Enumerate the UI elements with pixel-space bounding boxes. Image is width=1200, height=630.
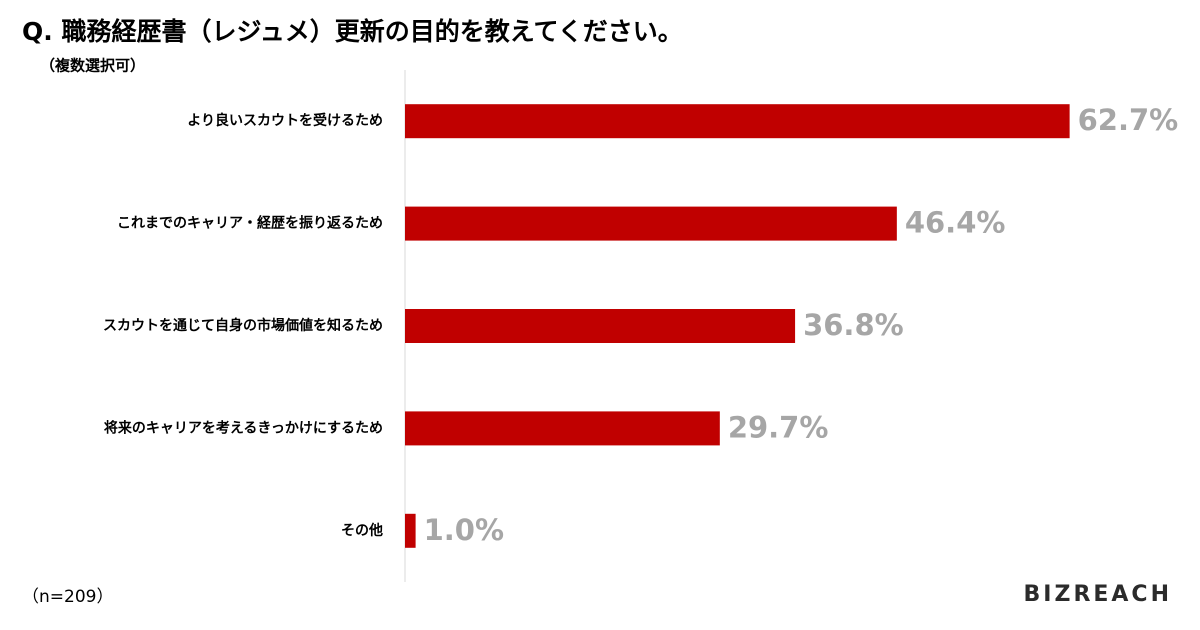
bar [405, 104, 1070, 139]
value-label: 36.8% [803, 308, 904, 342]
y-tick-label: より良いスカウトを受けるため [187, 112, 383, 129]
bar [405, 513, 416, 548]
bar [405, 206, 897, 241]
y-tick-label: 将来のキャリアを考えるきっかけにするため [104, 419, 383, 436]
y-tick-label: これまでのキャリア・経歴を振り返るため [117, 215, 383, 232]
value-label: 1.0% [424, 513, 504, 547]
value-label: 29.7% [728, 410, 829, 444]
y-tick-label: その他 [341, 522, 383, 539]
chart-subtitle: （複数選択可） [40, 57, 145, 75]
bar [405, 309, 796, 343]
bar [405, 411, 720, 446]
y-tick-label: スカウトを通じて自身の市場価値を知るため [103, 317, 383, 334]
value-label: 62.7% [1078, 103, 1179, 137]
chart-title: Q. 職務経歴書（レジュメ）更新の目的を教えてください。 [22, 17, 683, 46]
value-label: 46.4% [905, 206, 1006, 240]
sample-note: （n=209） [22, 587, 113, 607]
logo: BIZREACH [1024, 582, 1172, 607]
